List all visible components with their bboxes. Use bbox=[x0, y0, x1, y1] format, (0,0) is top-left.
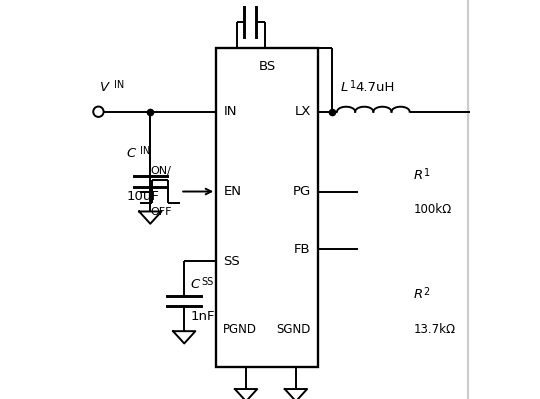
Text: L: L bbox=[341, 81, 348, 94]
Text: 4.7uH: 4.7uH bbox=[355, 81, 394, 94]
Text: PGND: PGND bbox=[224, 323, 258, 336]
Text: SS: SS bbox=[201, 277, 213, 287]
Text: 1: 1 bbox=[350, 80, 356, 90]
Text: 1nF: 1nF bbox=[190, 310, 215, 323]
Text: 100nF: 100nF bbox=[260, 0, 301, 3]
Text: C: C bbox=[246, 0, 255, 3]
Text: 2: 2 bbox=[423, 287, 430, 297]
Text: V: V bbox=[100, 81, 110, 94]
Text: C: C bbox=[190, 278, 199, 291]
Text: R: R bbox=[414, 168, 423, 182]
Text: BS: BS bbox=[258, 60, 275, 73]
Text: IN: IN bbox=[113, 80, 124, 90]
Text: PG: PG bbox=[293, 185, 310, 198]
Text: 1: 1 bbox=[423, 168, 430, 178]
Text: 10uF: 10uF bbox=[126, 190, 159, 203]
Text: ON/: ON/ bbox=[150, 166, 171, 176]
Bar bbox=[216, 48, 318, 367]
Text: IN: IN bbox=[140, 146, 151, 156]
Text: EN: EN bbox=[224, 185, 241, 198]
Text: SS: SS bbox=[224, 255, 240, 268]
Text: FB: FB bbox=[294, 243, 310, 256]
Text: 13.7kΩ: 13.7kΩ bbox=[414, 323, 456, 336]
Text: C: C bbox=[126, 146, 136, 160]
Text: OFF: OFF bbox=[150, 207, 172, 217]
Text: SGND: SGND bbox=[276, 323, 310, 336]
Text: IN: IN bbox=[224, 105, 237, 118]
Text: 100kΩ: 100kΩ bbox=[414, 203, 452, 217]
Text: LX: LX bbox=[294, 105, 310, 118]
Text: R: R bbox=[414, 288, 423, 301]
